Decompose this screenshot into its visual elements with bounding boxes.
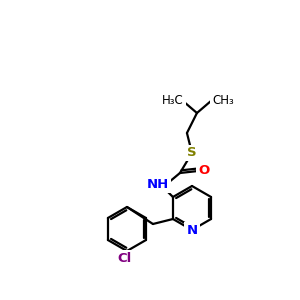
Text: Cl: Cl <box>118 251 132 265</box>
Text: CH₃: CH₃ <box>212 94 234 107</box>
Text: NH: NH <box>147 178 169 191</box>
Text: N: N <box>186 224 198 236</box>
Text: O: O <box>198 164 210 178</box>
Text: S: S <box>187 146 197 160</box>
Text: H₃C: H₃C <box>162 94 184 107</box>
